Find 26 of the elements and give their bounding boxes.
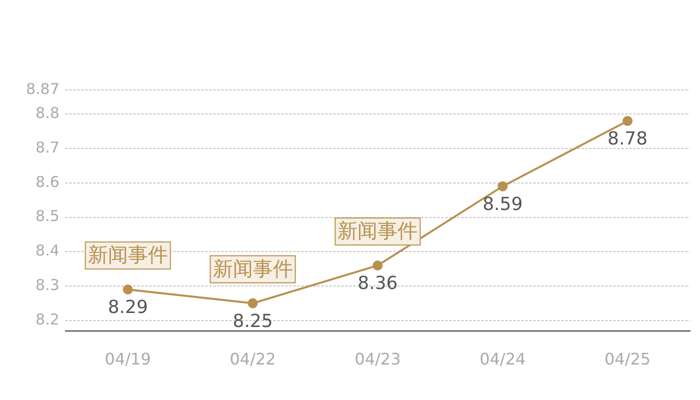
y-tick-label: 8.3 bbox=[36, 276, 60, 294]
y-tick-label: 8.4 bbox=[36, 242, 60, 260]
data-label: 8.78 bbox=[608, 128, 648, 150]
annotation: 新闻事件 bbox=[338, 218, 418, 243]
y-tick-label: 8.5 bbox=[36, 207, 60, 226]
x-tick-label: 04/24 bbox=[480, 350, 526, 369]
data-label: 8.29 bbox=[108, 297, 148, 318]
y-tick-label: 8.2 bbox=[36, 310, 60, 328]
annotation: 新闻事件 bbox=[88, 242, 168, 267]
x-tick-label: 04/23 bbox=[354, 350, 401, 369]
y-tick-label: 8.8 bbox=[36, 104, 60, 122]
y-tick-label: 8.87 bbox=[26, 80, 60, 98]
y-tick-label: 8.6 bbox=[36, 172, 60, 191]
point bbox=[372, 260, 383, 270]
data-label: 8.25 bbox=[232, 310, 273, 332]
data-label: 8.36 bbox=[358, 273, 398, 294]
x-tick-label: 04/19 bbox=[104, 350, 151, 369]
data-label: 8.59 bbox=[482, 194, 523, 215]
point bbox=[248, 298, 258, 308]
x-tick-label: 04/22 bbox=[230, 350, 276, 369]
point bbox=[498, 181, 508, 192]
x-tick-label: 04/25 bbox=[604, 350, 651, 369]
point bbox=[622, 116, 633, 126]
annotation: 新闻事件 bbox=[212, 256, 293, 280]
point bbox=[122, 284, 133, 295]
y-tick-label: 8.7 bbox=[36, 138, 60, 156]
